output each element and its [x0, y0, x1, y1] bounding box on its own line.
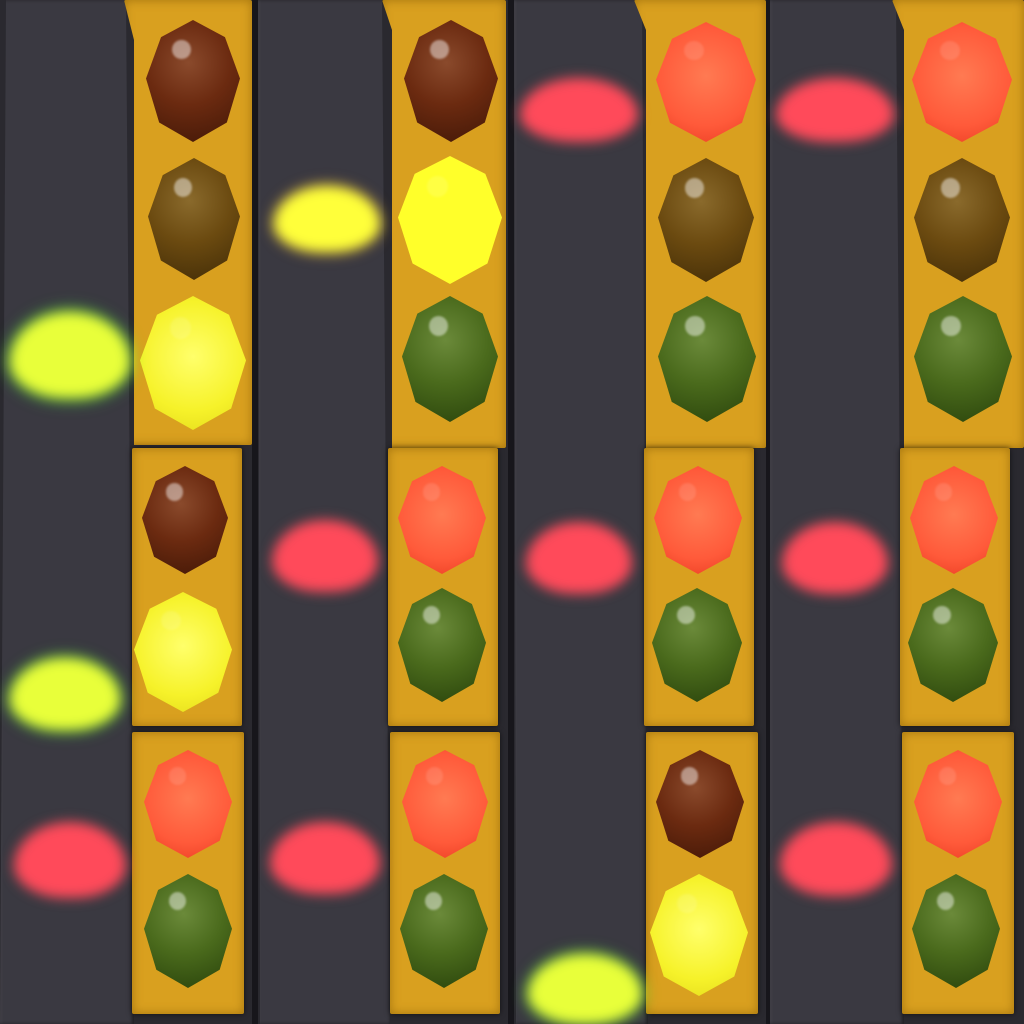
red-lamp-on	[144, 750, 232, 858]
red-lamp-off	[146, 20, 240, 142]
red-lamp-on	[398, 466, 486, 574]
yellow-lamp-on	[140, 296, 246, 430]
red-lamp-off	[656, 750, 744, 858]
yellow-lamp-on	[134, 592, 232, 712]
road-stripe-2	[258, 0, 390, 1024]
green-lamp-off	[912, 874, 1000, 988]
green-lamp-off	[658, 296, 756, 422]
red-lamp-off	[404, 20, 498, 142]
red-lamp-on	[914, 750, 1002, 858]
red-lamp-on	[654, 466, 742, 574]
column-divider-3	[766, 0, 770, 1024]
green-lamp-off	[400, 874, 488, 988]
green-lamp-off	[402, 296, 498, 422]
column-divider-2	[508, 0, 514, 1024]
green-lamp-off	[652, 588, 742, 702]
red-lamp-on	[912, 22, 1012, 142]
yellow-lamp-off	[914, 158, 1010, 282]
red-lamp-off	[142, 466, 228, 574]
green-lamp-off	[144, 874, 232, 988]
red-lamp-on	[656, 22, 756, 142]
green-lamp-off	[398, 588, 486, 702]
green-lamp-off	[908, 588, 998, 702]
column-divider-1	[252, 0, 258, 1024]
road-stripe-4	[770, 0, 904, 1024]
yellow-lamp-on	[650, 874, 748, 996]
green-lamp-off	[914, 296, 1012, 422]
road-stripe-1	[0, 0, 134, 1024]
red-lamp-on	[910, 466, 998, 574]
red-lamp-on	[402, 750, 488, 858]
road-stripe-3	[514, 0, 648, 1024]
yellow-lamp-on	[398, 156, 502, 284]
yellow-lamp-off	[658, 158, 754, 282]
yellow-lamp-off	[148, 158, 240, 280]
